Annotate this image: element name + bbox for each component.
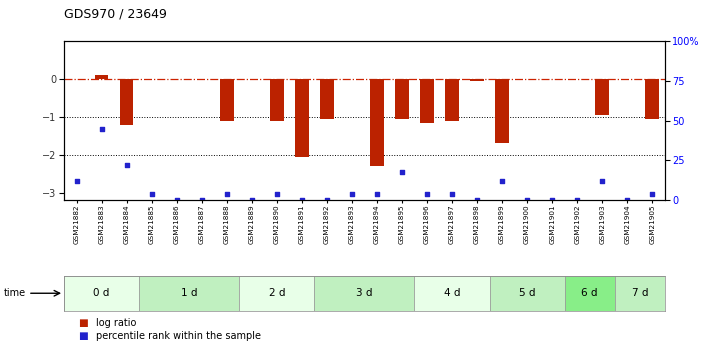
Bar bbox=[220, 79, 234, 121]
Bar bbox=[415, 276, 490, 310]
Point bbox=[71, 178, 82, 184]
Bar bbox=[64, 276, 139, 310]
Bar bbox=[95, 75, 108, 79]
Bar bbox=[314, 276, 415, 310]
Bar bbox=[139, 276, 239, 310]
Point bbox=[471, 197, 483, 203]
Text: 1 d: 1 d bbox=[181, 288, 198, 298]
Bar bbox=[470, 79, 484, 81]
Bar bbox=[295, 79, 309, 157]
Point bbox=[646, 191, 658, 197]
Bar bbox=[615, 276, 665, 310]
Point bbox=[422, 191, 433, 197]
Bar bbox=[270, 79, 284, 121]
Bar bbox=[320, 79, 333, 119]
Text: 3 d: 3 d bbox=[356, 288, 373, 298]
Text: time: time bbox=[4, 288, 26, 298]
Bar bbox=[495, 79, 509, 144]
Point bbox=[196, 197, 208, 203]
Point bbox=[246, 197, 257, 203]
Text: ■: ■ bbox=[78, 332, 88, 341]
Point bbox=[547, 197, 558, 203]
Text: 5 d: 5 d bbox=[519, 288, 535, 298]
Text: 6 d: 6 d bbox=[582, 288, 598, 298]
Point bbox=[271, 191, 282, 197]
Point bbox=[396, 169, 407, 174]
Point bbox=[371, 191, 383, 197]
Text: log ratio: log ratio bbox=[96, 318, 137, 327]
Bar bbox=[420, 79, 434, 122]
Point bbox=[171, 197, 182, 203]
Bar bbox=[119, 79, 134, 125]
Bar bbox=[490, 276, 565, 310]
Point bbox=[96, 126, 107, 131]
Text: 0 d: 0 d bbox=[93, 288, 109, 298]
Bar bbox=[370, 79, 384, 166]
Point bbox=[521, 197, 533, 203]
Point bbox=[146, 191, 157, 197]
Point bbox=[296, 197, 307, 203]
Point bbox=[321, 197, 333, 203]
Bar bbox=[565, 276, 615, 310]
Text: ■: ■ bbox=[78, 318, 88, 327]
Text: 4 d: 4 d bbox=[444, 288, 460, 298]
Point bbox=[597, 178, 608, 184]
Point bbox=[572, 197, 583, 203]
Text: 2 d: 2 d bbox=[269, 288, 285, 298]
Point bbox=[496, 178, 508, 184]
Bar bbox=[239, 276, 314, 310]
Point bbox=[346, 191, 358, 197]
Point bbox=[121, 162, 132, 168]
Text: percentile rank within the sample: percentile rank within the sample bbox=[96, 332, 261, 341]
Bar bbox=[395, 79, 409, 119]
Bar bbox=[445, 79, 459, 121]
Point bbox=[447, 191, 458, 197]
Text: GDS970 / 23649: GDS970 / 23649 bbox=[64, 8, 167, 21]
Bar bbox=[595, 79, 609, 115]
Bar bbox=[646, 79, 659, 119]
Point bbox=[221, 191, 232, 197]
Text: 7 d: 7 d bbox=[631, 288, 648, 298]
Point bbox=[621, 197, 633, 203]
